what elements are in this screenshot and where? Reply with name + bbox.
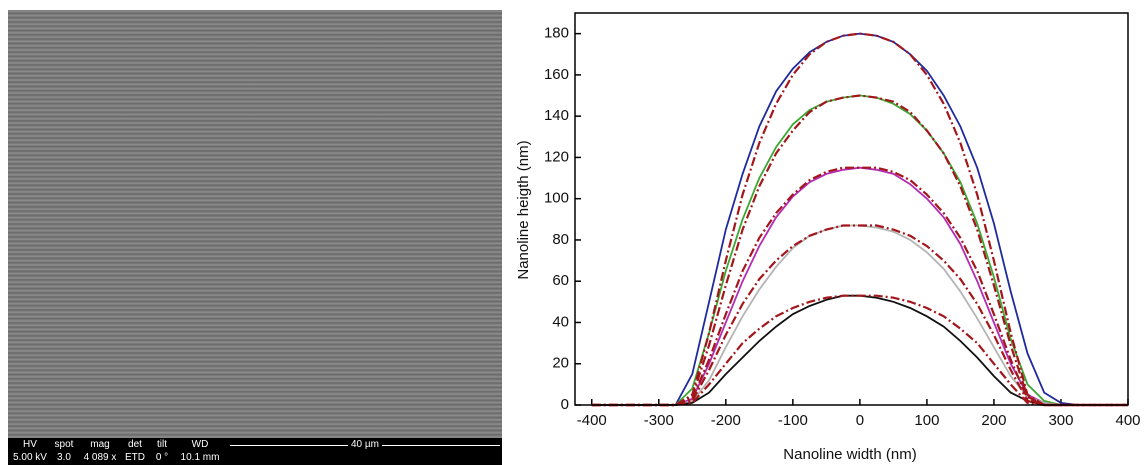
x-tick-label: -200 bbox=[711, 412, 741, 429]
line bbox=[591, 166, 1128, 406]
x-tick-label: 400 bbox=[1115, 412, 1140, 429]
x-tick-label: 0 bbox=[856, 412, 864, 429]
sem-header: HV bbox=[23, 439, 37, 450]
line bbox=[591, 94, 1128, 406]
sem-header: tilt bbox=[157, 439, 167, 450]
y-tick-label: 140 bbox=[544, 107, 569, 124]
line bbox=[591, 32, 1128, 406]
x-axis-label: Nanoline width (nm) bbox=[783, 446, 916, 463]
x-tick-label: 300 bbox=[1048, 412, 1073, 429]
plot-frame bbox=[574, 12, 1129, 406]
y-tick-label: 100 bbox=[544, 190, 569, 207]
y-tick-label: 60 bbox=[552, 272, 569, 289]
x-tick-label: -100 bbox=[778, 412, 808, 429]
line bbox=[591, 166, 1128, 407]
line bbox=[591, 224, 1128, 407]
scale-bar-label: 40 µm bbox=[348, 439, 382, 450]
line bbox=[591, 294, 1128, 407]
line bbox=[591, 294, 1128, 406]
y-tick-label: 120 bbox=[544, 148, 569, 165]
line bbox=[591, 224, 1128, 406]
line bbox=[591, 32, 1128, 407]
sem-image bbox=[8, 10, 502, 438]
sem-value: 4 089 x bbox=[83, 452, 117, 463]
sem-header: spot bbox=[54, 439, 74, 450]
y-axis-label: Nanoline heigth (nm) bbox=[515, 140, 532, 279]
x-tick-label: -300 bbox=[644, 412, 674, 429]
sem-header: det bbox=[128, 439, 142, 450]
sem-value: ETD bbox=[125, 452, 145, 463]
x-tick-label: -400 bbox=[577, 412, 607, 429]
sem-header: mag bbox=[90, 439, 110, 450]
sem-value: 3.0 bbox=[57, 452, 71, 463]
y-tick-label: 20 bbox=[552, 355, 569, 372]
y-tick-label: 80 bbox=[552, 231, 569, 248]
sem-value: 10.1 mm bbox=[180, 452, 220, 463]
sem-value: 5.00 kV bbox=[13, 452, 47, 463]
x-tick-label: 100 bbox=[914, 412, 939, 429]
y-tick-label: 0 bbox=[561, 396, 569, 413]
sem-info-bar: 40 µm HV spot mag det tilt WD 5.00 kV 3.0 4 089 … bbox=[8, 438, 502, 465]
y-tick-label: 160 bbox=[544, 66, 569, 83]
sem-value: 0 ° bbox=[155, 452, 169, 463]
y-tick-label: 180 bbox=[544, 25, 569, 42]
line bbox=[591, 94, 1128, 407]
x-tick-label: 200 bbox=[981, 412, 1006, 429]
y-tick-label: 40 bbox=[552, 313, 569, 330]
sem-header: WD bbox=[191, 439, 209, 450]
